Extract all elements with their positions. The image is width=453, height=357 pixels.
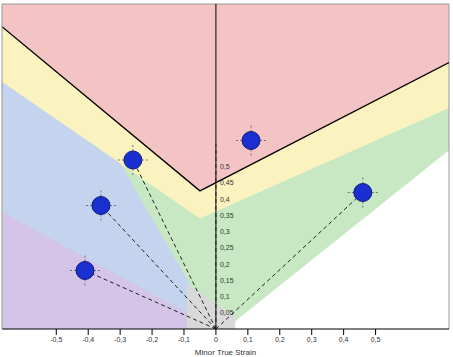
svg-text:0,2: 0,2 bbox=[275, 336, 285, 343]
svg-text:0,3: 0,3 bbox=[220, 228, 230, 235]
svg-text:0,25: 0,25 bbox=[220, 244, 234, 251]
svg-text:0,2: 0,2 bbox=[220, 261, 230, 268]
svg-text:0,15: 0,15 bbox=[220, 277, 234, 284]
svg-text:-0,4: -0,4 bbox=[82, 336, 94, 343]
svg-text:0,35: 0,35 bbox=[220, 212, 234, 219]
svg-text:0,1: 0,1 bbox=[243, 336, 253, 343]
svg-text:-0,5: -0,5 bbox=[50, 336, 62, 343]
svg-text:0,4: 0,4 bbox=[339, 336, 349, 343]
svg-text:0,45: 0,45 bbox=[220, 179, 234, 186]
svg-text:0,1: 0,1 bbox=[220, 293, 230, 300]
svg-text:-0,1: -0,1 bbox=[178, 336, 190, 343]
svg-text:0,4: 0,4 bbox=[220, 196, 230, 203]
svg-text:0: 0 bbox=[214, 336, 218, 343]
svg-text:0,5: 0,5 bbox=[371, 336, 381, 343]
svg-text:Minor True Strain: Minor True Strain bbox=[195, 348, 256, 357]
svg-text:0,3: 0,3 bbox=[307, 336, 317, 343]
svg-text:-0,2: -0,2 bbox=[146, 336, 158, 343]
svg-text:0,05: 0,05 bbox=[220, 309, 234, 316]
svg-text:-0,3: -0,3 bbox=[114, 336, 126, 343]
svg-text:0,5: 0,5 bbox=[220, 163, 230, 170]
